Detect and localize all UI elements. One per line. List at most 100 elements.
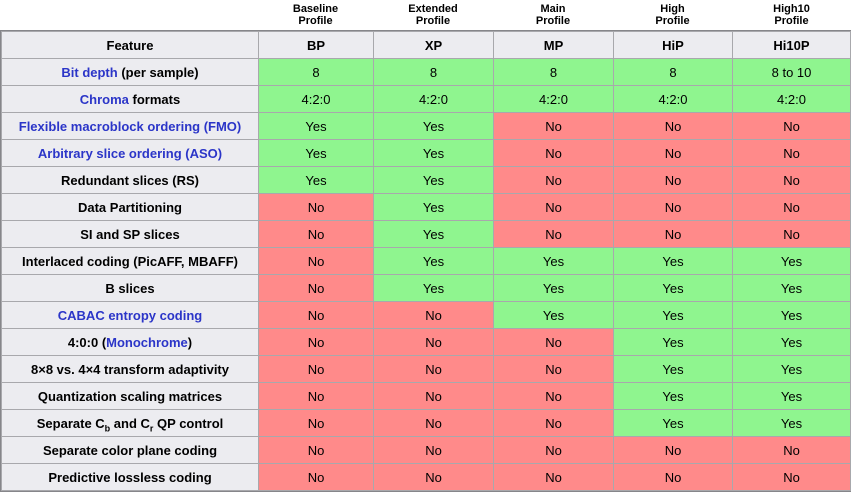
feature-row-6: SI and SP slices No Yes No No No bbox=[1, 220, 851, 248]
table-body: Bit depth (per sample) 8 8 8 8 8 to 10 Chroma … bbox=[1, 58, 851, 491]
cell-bp-row4: Yes bbox=[258, 166, 374, 194]
feature-label: Separate color plane coding bbox=[1, 436, 259, 464]
cell-mp-row9: Yes bbox=[493, 301, 614, 329]
cell-xp-row8: Yes bbox=[373, 274, 494, 302]
feature-label: Predictive lossless coding bbox=[1, 463, 259, 491]
cell-hi10p-row8: Yes bbox=[732, 274, 851, 302]
cell-hi10p-row6: No bbox=[732, 220, 851, 248]
feature-text: SI and SP slices bbox=[80, 226, 180, 242]
profile-labels-row: Baseline Profile Extended Profile Main Profil… bbox=[0, 0, 851, 30]
cell-mp-row3: No bbox=[493, 139, 614, 167]
cell-hip-row4: No bbox=[613, 166, 733, 194]
cell-xp-row7: Yes bbox=[373, 247, 494, 275]
table-border-wrap: Feature BP XP MP HiP Hi10P Bit depth (per sa… bbox=[0, 30, 851, 492]
cell-mp-row7: Yes bbox=[493, 247, 614, 275]
cell-xp-row3: Yes bbox=[373, 139, 494, 167]
cell-xp-row15: No bbox=[373, 463, 494, 491]
feature-text: 4:0:0 ( bbox=[67, 334, 107, 350]
feature-row-8: B slices No Yes Yes Yes Yes bbox=[1, 274, 851, 302]
cell-bp-row13: No bbox=[258, 409, 374, 437]
feature-row-13: Separate Cb and Cr QP control No No No Yes Ye… bbox=[1, 409, 851, 437]
cell-xp-row10: No bbox=[373, 328, 494, 356]
feature-text: Redundant slices (RS) bbox=[61, 172, 199, 188]
abbr-header-row: Feature BP XP MP HiP Hi10P bbox=[1, 31, 851, 59]
cell-mp-row8: Yes bbox=[493, 274, 614, 302]
cell-xp-row1: 4:2:0 bbox=[373, 85, 494, 113]
feature-text: Separate color plane coding bbox=[42, 442, 218, 458]
bit-depth-link[interactable]: Bit depth bbox=[61, 64, 118, 80]
feature-label: Arbitrary slice ordering (ASO) bbox=[1, 139, 259, 167]
cell-hi10p-row3: No bbox=[732, 139, 851, 167]
aso-link[interactable]: Arbitrary slice ordering (ASO) bbox=[37, 145, 223, 161]
monochrome-link[interactable]: Monochrome bbox=[106, 334, 188, 350]
feature-label: B slices bbox=[1, 274, 259, 302]
feature-row-9: CABAC entropy coding No No Yes Yes Yes bbox=[1, 301, 851, 329]
subscript-text: r bbox=[149, 423, 154, 434]
cell-mp-row10: No bbox=[493, 328, 614, 356]
chroma-link[interactable]: Chroma bbox=[79, 91, 129, 107]
cell-hi10p-row14: No bbox=[732, 436, 851, 464]
cell-mp-row4: No bbox=[493, 166, 614, 194]
profile-label-hip: High Profile bbox=[655, 3, 690, 27]
cell-xp-row2: Yes bbox=[373, 112, 494, 140]
cell-bp-row1: 4:2:0 bbox=[258, 85, 374, 113]
feature-row-2: Flexible macroblock ordering (FMO) Yes Yes… bbox=[1, 112, 851, 140]
cell-hip-row1: 4:2:0 bbox=[613, 85, 733, 113]
feature-text: Interlaced coding (PicAFF, MBAFF) bbox=[22, 253, 238, 269]
profile-label-xp: Extended Profile bbox=[408, 3, 458, 27]
feature-text: 8×8 vs. 4×4 transform adaptivity bbox=[31, 361, 229, 377]
cell-hip-row2: No bbox=[613, 112, 733, 140]
feature-label: Data Partitioning bbox=[1, 193, 259, 221]
column-header-bp: BP bbox=[258, 31, 374, 59]
cell-xp-row13: No bbox=[373, 409, 494, 437]
column-header-hi10p: Hi10P bbox=[732, 31, 851, 59]
cell-mp-row5: No bbox=[493, 193, 614, 221]
feature-label: Interlaced coding (PicAFF, MBAFF) bbox=[1, 247, 259, 275]
cell-bp-row8: No bbox=[258, 274, 374, 302]
cell-hi10p-row0: 8 to 10 bbox=[732, 58, 851, 86]
cell-mp-row15: No bbox=[493, 463, 614, 491]
cell-hip-row8: Yes bbox=[613, 274, 733, 302]
cell-mp-row1: 4:2:0 bbox=[493, 85, 614, 113]
cell-xp-row6: Yes bbox=[373, 220, 494, 248]
cell-bp-row7: No bbox=[258, 247, 374, 275]
cell-mp-row2: No bbox=[493, 112, 614, 140]
feature-label: Chroma formats bbox=[1, 85, 259, 113]
cell-bp-row11: No bbox=[258, 355, 374, 383]
feature-text: QP control bbox=[153, 415, 224, 431]
cell-hi10p-row1: 4:2:0 bbox=[732, 85, 851, 113]
cell-hip-row3: No bbox=[613, 139, 733, 167]
cell-bp-row6: No bbox=[258, 220, 374, 248]
cell-hi10p-row10: Yes bbox=[732, 328, 851, 356]
feature-label: 8×8 vs. 4×4 transform adaptivity bbox=[1, 355, 259, 383]
feature-row-1: Chroma formats 4:2:0 4:2:0 4:2:0 4:2:0 4:2:0 bbox=[1, 85, 851, 113]
cell-hi10p-row13: Yes bbox=[732, 409, 851, 437]
feature-row-7: Interlaced coding (PicAFF, MBAFF) No Yes Ye… bbox=[1, 247, 851, 275]
cell-bp-row9: No bbox=[258, 301, 374, 329]
cell-bp-row14: No bbox=[258, 436, 374, 464]
feature-text: B slices bbox=[105, 280, 155, 296]
profile-feature-table: Feature BP XP MP HiP Hi10P Bit depth (per sa… bbox=[1, 31, 851, 491]
cell-hip-row10: Yes bbox=[613, 328, 733, 356]
cell-hi10p-row2: No bbox=[732, 112, 851, 140]
profile-label-hi10p: High10 Profile bbox=[773, 3, 810, 27]
feature-text: and C bbox=[110, 415, 150, 431]
column-header-hip: HiP bbox=[613, 31, 733, 59]
column-header-mp: MP bbox=[493, 31, 614, 59]
cell-hip-row15: No bbox=[613, 463, 733, 491]
cell-hi10p-row12: Yes bbox=[732, 382, 851, 410]
feature-text: Data Partitioning bbox=[77, 199, 182, 215]
cell-xp-row0: 8 bbox=[373, 58, 494, 86]
cell-hi10p-row15: No bbox=[732, 463, 851, 491]
feature-label: 4:0:0 (Monochrome) bbox=[1, 328, 259, 356]
feature-text: Predictive lossless coding bbox=[48, 469, 212, 485]
feature-row-5: Data Partitioning No Yes No No No bbox=[1, 193, 851, 221]
feature-row-12: Quantization scaling matrices No No No Yes Ye… bbox=[1, 382, 851, 410]
feature-text: ) bbox=[187, 334, 193, 350]
fmo-link[interactable]: Flexible macroblock ordering (FMO) bbox=[18, 118, 242, 134]
cell-hip-row14: No bbox=[613, 436, 733, 464]
feature-row-14: Separate color plane coding No No No No No bbox=[1, 436, 851, 464]
cabac-link[interactable]: CABAC entropy coding bbox=[57, 307, 203, 323]
feature-row-11: 8×8 vs. 4×4 transform adaptivity No No No Ye… bbox=[1, 355, 851, 383]
